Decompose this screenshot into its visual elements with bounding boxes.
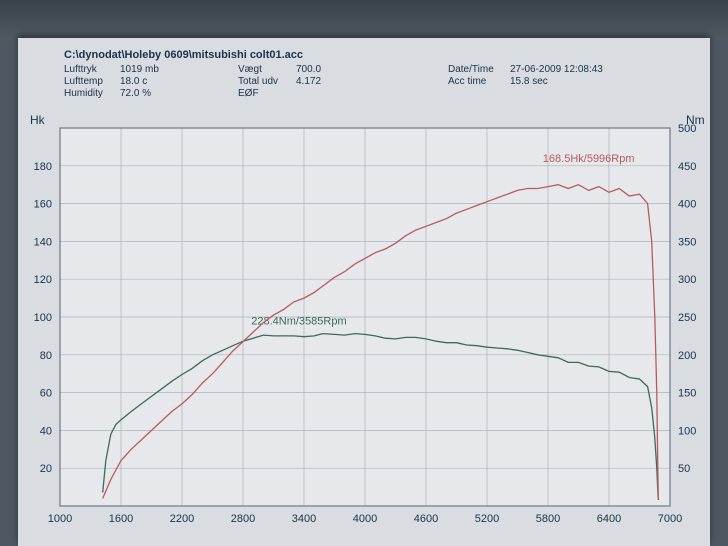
y-right-tick-label: 350	[678, 236, 696, 248]
y-right-title: Nm	[686, 113, 705, 127]
y-right-tick-label: 200	[678, 350, 696, 362]
x-tick-label: 2800	[231, 513, 255, 525]
y-right-tick-label: 100	[678, 425, 696, 437]
photo-frame: 1000 1600 2200 2800 3400 4000 4600 5200 5800 6400…	[0, 0, 728, 546]
y-left-tick-label: 160	[34, 199, 52, 211]
y-right-tick-label: 450	[678, 161, 696, 173]
y-left-tick-label: 40	[40, 425, 52, 437]
y-right-tick-label: 250	[678, 312, 696, 324]
y-left-tick-label: 60	[40, 388, 52, 400]
x-tick-label: 5800	[536, 513, 560, 525]
y-right-tick-label: 50	[678, 463, 690, 475]
meta-label: Vægt	[238, 64, 262, 75]
x-tick-label: 3400	[292, 513, 316, 525]
meta-value: 1019 mb	[120, 64, 159, 75]
dyno-chart: 1000 1600 2200 2800 3400 4000 4600 5200 5800 6400…	[18, 38, 710, 546]
y-left-tick-label: 120	[34, 274, 52, 286]
hp-series-label: 168.5Hk/5996Rpm	[543, 153, 635, 165]
y-left-tick-label: 180	[34, 161, 52, 173]
file-path: C:\dynodat\Holeby 0609\mitsubishi colt01…	[64, 49, 303, 61]
meta-value: 4.172	[296, 76, 321, 87]
meta-label: Lufttemp	[64, 76, 103, 87]
meta-value: 72.0 %	[120, 88, 151, 99]
frame-edge-top	[0, 0, 728, 38]
frame-edge-left	[0, 38, 18, 546]
y-left-tick-label: 140	[34, 236, 52, 248]
meta-label: Humidity	[64, 88, 103, 99]
x-tick-label: 5200	[475, 513, 499, 525]
x-tick-label: 6400	[597, 513, 621, 525]
y-left-tick-label: 100	[34, 312, 52, 324]
meta-value: 27-06-2009 12:08:43	[510, 64, 603, 75]
meta-value: 700.0	[296, 64, 321, 75]
x-tick-label: 7000	[658, 513, 682, 525]
meta-label: Total udv	[238, 76, 278, 87]
y-right-tick-label: 150	[678, 388, 696, 400]
x-tick-label: 2200	[170, 513, 194, 525]
y-right-tick-label: 300	[678, 274, 696, 286]
frame-edge-right	[710, 38, 728, 546]
meta-label: Acc time	[448, 76, 487, 87]
meta-label: Lufttryk	[64, 64, 98, 75]
y-left-title: Hk	[30, 113, 46, 127]
meta-value: 15.8 sec	[510, 76, 548, 87]
y-left-tick-label: 80	[40, 350, 52, 362]
y-right-tick-label: 400	[678, 199, 696, 211]
meta-value: 18.0 c	[120, 76, 147, 87]
meta-label: EØF	[238, 88, 259, 99]
x-tick-label: 4600	[414, 513, 438, 525]
dyno-printout: 1000 1600 2200 2800 3400 4000 4600 5200 5800 6400…	[18, 38, 710, 546]
y-left-tick-label: 20	[40, 463, 52, 475]
x-tick-label: 1600	[109, 513, 133, 525]
meta-label: Date/Time	[448, 64, 494, 75]
x-tick-label: 4000	[353, 513, 377, 525]
x-tick-label: 1000	[48, 513, 72, 525]
